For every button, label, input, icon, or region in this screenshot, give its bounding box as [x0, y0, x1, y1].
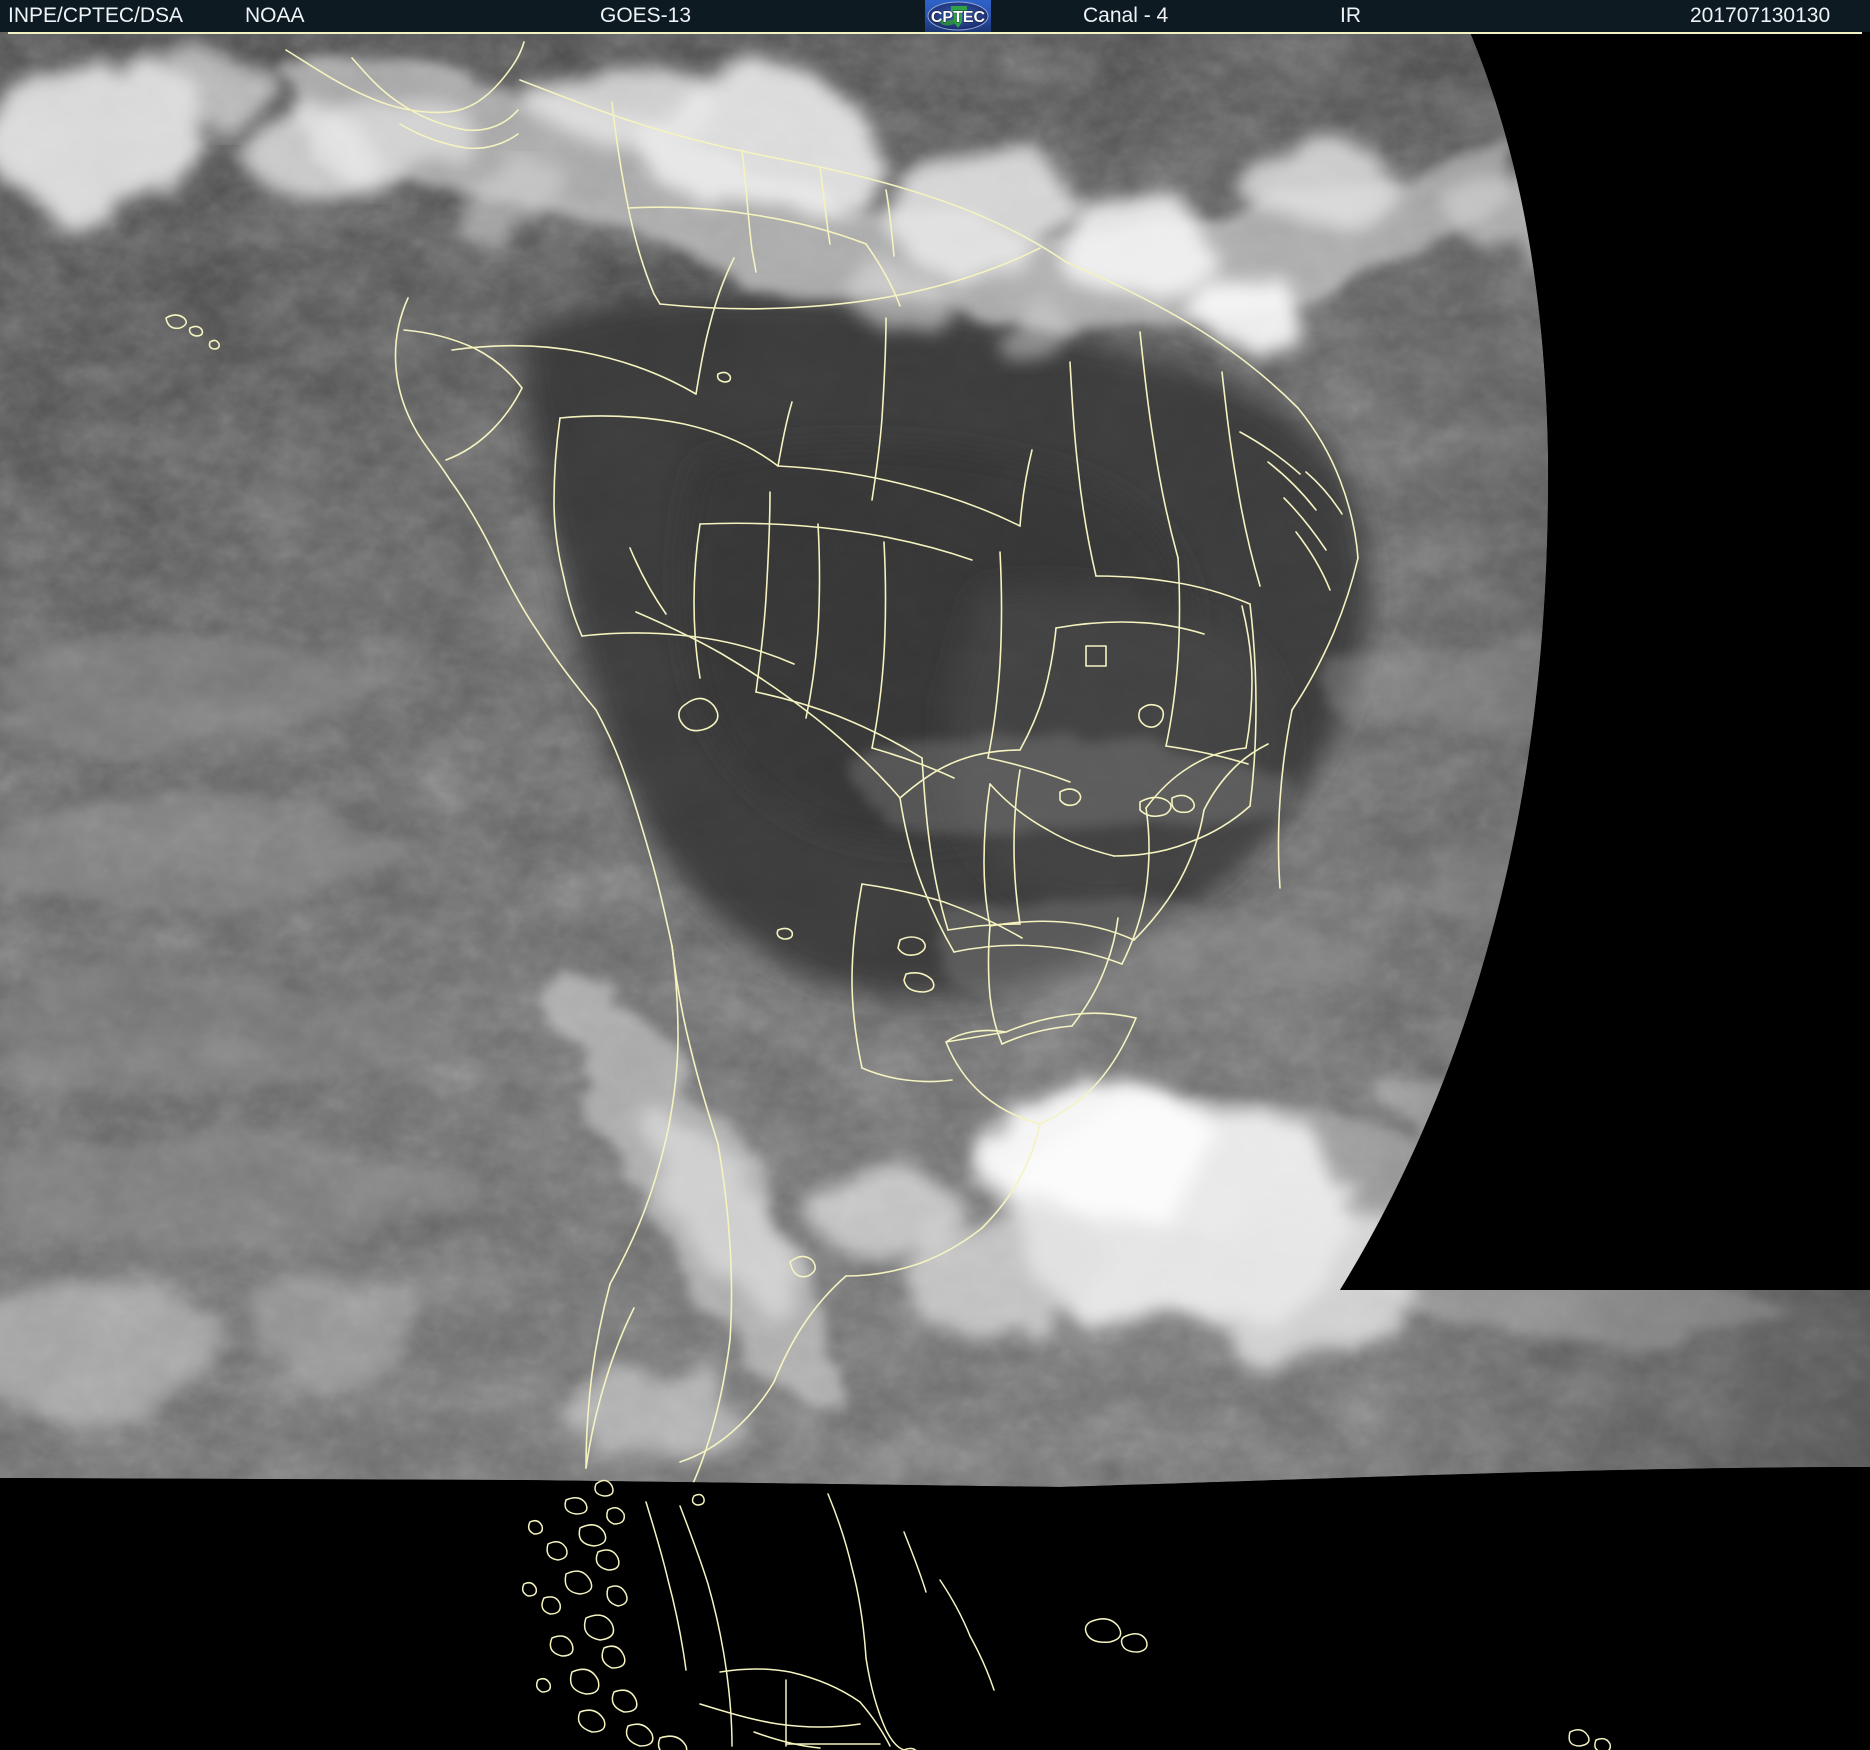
scan-cutoff-no-data-region: [0, 1467, 1870, 1750]
image-top-frame-line: [8, 32, 1862, 34]
earth-limb-space-wedge: [1340, 32, 1870, 1290]
distrito-federal-outline: [1085, 645, 1107, 667]
header-timestamp-label: 201707130130: [1690, 4, 1831, 27]
southern-coastlines-over-nodata: [521, 1479, 1612, 1750]
border-west-coast-north: [394, 297, 451, 481]
header-satellite-label: GOES-13: [600, 4, 692, 27]
satellite-image-panel: [0, 32, 1870, 1750]
header-channel-label: Canal - 4: [1083, 4, 1169, 27]
satellite-image-canvas: [0, 32, 1870, 1750]
cptec-logo-text: CPTEC: [931, 9, 986, 26]
border-central-america: [285, 41, 525, 114]
island-outline: [165, 314, 188, 330]
border-northeast-coast: [1065, 261, 1299, 409]
header-institute-label: INPE/CPTEC/DSA: [8, 4, 184, 27]
falkland-islands-outline: [1084, 1618, 1122, 1644]
header-agency-label: NOAA: [245, 4, 305, 27]
border-north-coast: [519, 79, 1067, 263]
header-band-label: IR: [1340, 4, 1361, 27]
lake-titicaca-outline: [678, 697, 719, 732]
cptec-logo-icon: CPTEC: [925, 0, 991, 32]
geopolitical-boundaries-layer: [165, 41, 1359, 1507]
